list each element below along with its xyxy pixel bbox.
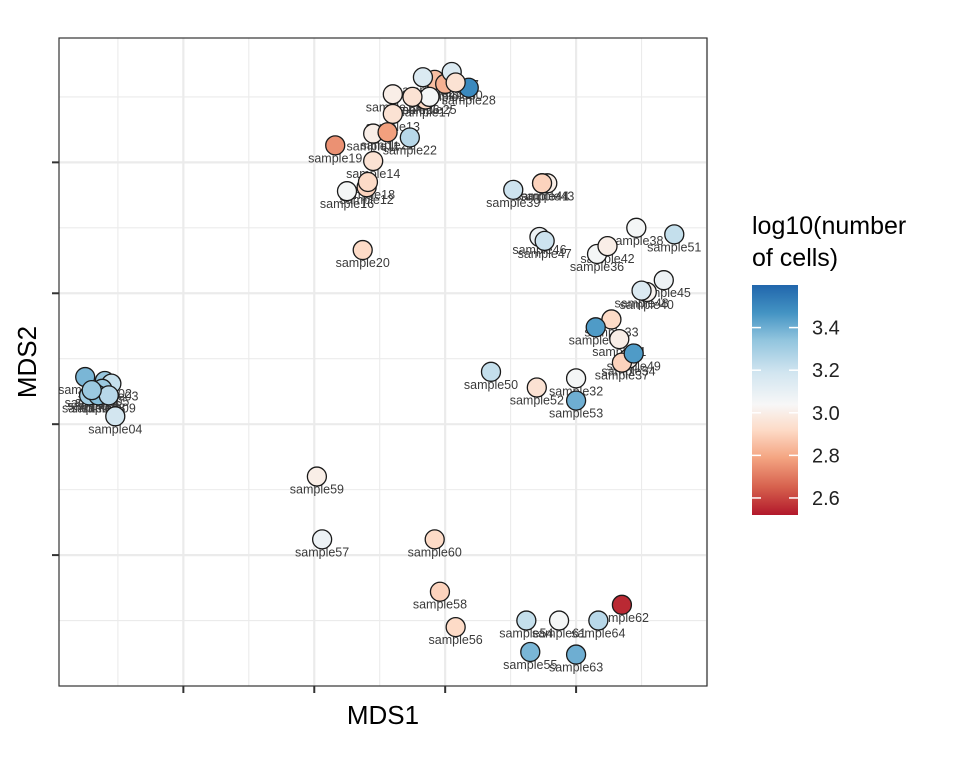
data-point — [503, 179, 524, 201]
point-label: sample55 — [503, 658, 557, 672]
point-label: sample44 — [515, 189, 569, 203]
point-label: sample07 — [62, 401, 116, 415]
plot-panel-background — [59, 38, 707, 686]
point-label: sample38 — [609, 234, 663, 248]
data-point — [611, 594, 633, 615]
axis-ticks — [52, 161, 578, 693]
data-point — [424, 529, 445, 550]
point-label: sample56 — [429, 633, 483, 647]
point-label: sample59 — [290, 483, 344, 497]
data-point — [306, 466, 328, 487]
point-label: sample04 — [88, 422, 142, 436]
data-point — [534, 230, 555, 252]
data-point — [664, 224, 685, 245]
data-point — [399, 127, 420, 148]
data-point — [445, 616, 466, 638]
plot-panel-border — [58, 37, 708, 687]
data-point — [520, 641, 541, 663]
point-label: sample36 — [570, 260, 624, 274]
point-label: sample54 — [499, 627, 553, 641]
data-point — [631, 280, 652, 301]
point-label: sample22 — [383, 143, 437, 157]
point-label: sample58 — [413, 598, 467, 612]
point-label: sample16 — [320, 197, 374, 211]
data-point — [402, 86, 423, 108]
data-point — [626, 217, 647, 238]
data-point — [548, 610, 570, 631]
point-label: sample35 — [569, 333, 623, 347]
point-label: sample52 — [510, 394, 564, 408]
data-point — [357, 171, 379, 193]
point-label: sample53 — [549, 407, 603, 421]
data-point — [653, 270, 674, 291]
point-label: sample51 — [647, 240, 701, 254]
minor-gridlines — [59, 38, 707, 686]
legend-tick-label: 3.2 — [812, 360, 840, 382]
data-point — [429, 581, 451, 602]
point-label: sample20 — [336, 256, 390, 270]
data-point — [81, 379, 102, 401]
point-label: sample39 — [486, 196, 540, 210]
data-point — [377, 122, 398, 143]
color-legend: log10(number of cells) 2.6 2.8 3.0 3.2 3.4 — [752, 212, 906, 515]
point-label: sample47 — [518, 247, 572, 261]
data-point — [516, 610, 537, 631]
data-point — [412, 67, 434, 88]
point-label: sample64 — [571, 627, 625, 641]
color-bar — [752, 285, 798, 515]
data-point — [597, 235, 618, 257]
data-point — [336, 181, 358, 202]
legend-title-line1: log10(number — [752, 212, 906, 240]
point-label: sample61 — [532, 627, 586, 641]
point-label: sample43 — [520, 189, 574, 203]
point-label: sample28 — [442, 94, 496, 108]
data-point — [382, 103, 403, 125]
data-point — [565, 368, 587, 389]
data-point — [445, 72, 466, 93]
data-point — [531, 173, 553, 194]
data-point — [609, 328, 630, 350]
data-point — [588, 610, 609, 631]
data-point — [382, 84, 403, 105]
data-point — [98, 385, 119, 406]
data-point — [565, 390, 587, 411]
data-point — [623, 343, 644, 364]
legend-ticks: 2.6 2.8 3.0 3.2 3.4 — [752, 318, 840, 510]
legend-title-line2: of cells) — [752, 244, 838, 272]
point-label: sample60 — [408, 545, 462, 559]
point-label: sample50 — [464, 378, 518, 392]
point-label: sample41 — [515, 189, 569, 203]
data-point — [363, 150, 384, 172]
data-point — [352, 239, 373, 261]
point-label: sample40 — [620, 298, 674, 312]
legend-tick-label: 3.4 — [812, 318, 840, 340]
data-point — [480, 361, 502, 382]
data-point — [585, 317, 606, 338]
data-point — [311, 529, 333, 550]
legend-tick-label: 2.8 — [812, 445, 840, 467]
data-point — [565, 644, 587, 665]
legend-tick-label: 3.0 — [812, 403, 840, 425]
data-point — [325, 135, 346, 156]
point-label: sample17 — [398, 106, 452, 120]
data-points — [75, 61, 685, 665]
point-label: sample48 — [614, 297, 668, 311]
legend-tick-label: 2.6 — [812, 488, 840, 510]
data-point — [105, 406, 126, 427]
point-label: sample11 — [347, 140, 400, 154]
point-label: sample57 — [295, 545, 349, 559]
point-label: sample19 — [308, 151, 362, 165]
x-axis-title: MDS1 — [347, 700, 419, 730]
data-point — [419, 86, 440, 108]
point-label: sample37 — [595, 369, 649, 383]
y-axis-title: MDS2 — [12, 326, 42, 398]
data-point — [526, 377, 547, 398]
point-label: sample63 — [549, 661, 603, 675]
